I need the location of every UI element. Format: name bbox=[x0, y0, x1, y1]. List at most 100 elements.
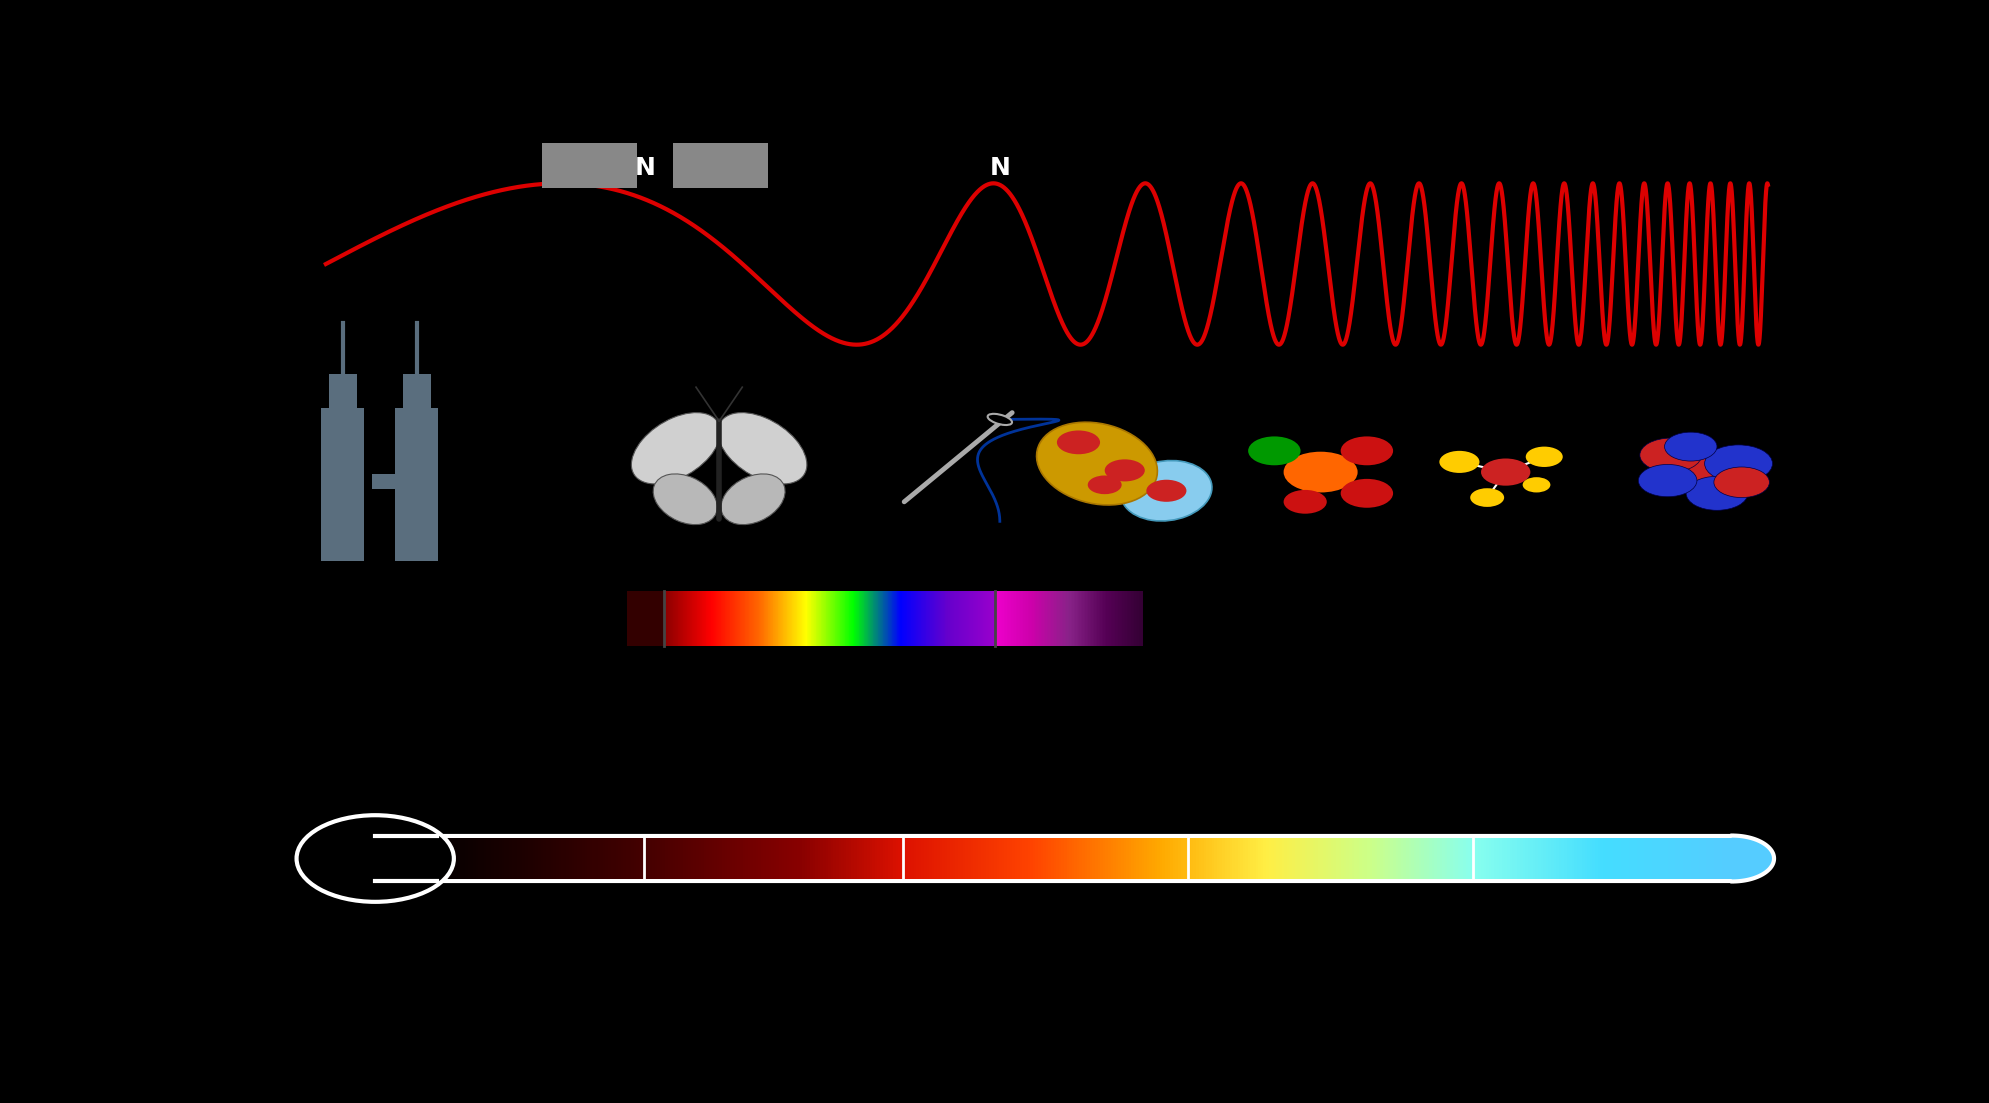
Bar bbox=[517, 838, 519, 879]
Bar bbox=[708, 838, 712, 879]
Bar bbox=[440, 838, 442, 879]
Bar bbox=[1707, 838, 1709, 879]
Bar bbox=[670, 838, 672, 879]
Circle shape bbox=[1685, 476, 1746, 511]
Bar bbox=[1239, 838, 1241, 879]
Bar bbox=[627, 591, 664, 646]
Bar bbox=[1136, 838, 1138, 879]
Bar bbox=[1589, 838, 1591, 879]
Bar bbox=[1257, 838, 1261, 879]
Bar bbox=[1307, 838, 1309, 879]
Bar bbox=[837, 838, 841, 879]
Bar bbox=[1102, 838, 1104, 879]
Bar bbox=[1681, 838, 1683, 879]
Bar bbox=[1203, 838, 1205, 879]
Bar bbox=[1536, 838, 1537, 879]
Bar bbox=[1124, 838, 1126, 879]
Bar bbox=[523, 838, 525, 879]
Bar bbox=[1092, 838, 1094, 879]
Bar bbox=[1522, 838, 1524, 879]
Bar bbox=[1480, 838, 1484, 879]
Bar bbox=[1066, 838, 1068, 879]
Bar bbox=[927, 838, 929, 879]
Bar bbox=[979, 838, 981, 879]
Bar bbox=[812, 838, 815, 879]
Bar bbox=[1450, 838, 1452, 879]
Bar bbox=[561, 838, 563, 879]
Bar bbox=[1424, 838, 1426, 879]
Bar bbox=[722, 838, 724, 879]
Bar bbox=[545, 838, 549, 879]
Bar bbox=[965, 838, 967, 879]
Circle shape bbox=[296, 815, 453, 902]
Bar bbox=[1279, 838, 1281, 879]
Text: N: N bbox=[634, 156, 654, 180]
Bar bbox=[1587, 838, 1589, 879]
Bar bbox=[640, 838, 644, 879]
Bar bbox=[1154, 838, 1158, 879]
Bar bbox=[835, 838, 837, 879]
Bar bbox=[752, 838, 756, 879]
Bar bbox=[605, 838, 607, 879]
Bar bbox=[802, 838, 804, 879]
Bar bbox=[1623, 838, 1625, 879]
Bar bbox=[1555, 838, 1557, 879]
Bar bbox=[1432, 838, 1434, 879]
Bar bbox=[682, 838, 686, 879]
Bar bbox=[1175, 838, 1177, 879]
Bar bbox=[1444, 838, 1446, 879]
Bar bbox=[1213, 838, 1215, 879]
Bar bbox=[1309, 838, 1313, 879]
Bar bbox=[1452, 838, 1454, 879]
Ellipse shape bbox=[720, 474, 786, 525]
Bar bbox=[1343, 838, 1347, 879]
Text: N: N bbox=[989, 156, 1010, 180]
Bar bbox=[615, 838, 619, 879]
Bar bbox=[491, 838, 493, 879]
Bar bbox=[987, 838, 989, 879]
Bar bbox=[1016, 838, 1018, 879]
Bar bbox=[1223, 838, 1227, 879]
Bar bbox=[1297, 838, 1299, 879]
Bar bbox=[1605, 838, 1607, 879]
Bar bbox=[1691, 838, 1693, 879]
Bar bbox=[678, 838, 680, 879]
Bar bbox=[577, 838, 579, 879]
Circle shape bbox=[1522, 478, 1549, 492]
Bar bbox=[1657, 838, 1659, 879]
Bar bbox=[1368, 838, 1372, 879]
Bar bbox=[778, 838, 782, 879]
Bar bbox=[690, 838, 692, 879]
Bar bbox=[923, 838, 927, 879]
Bar bbox=[1384, 838, 1386, 879]
Bar bbox=[1116, 838, 1118, 879]
Bar bbox=[853, 838, 855, 879]
Bar bbox=[1193, 838, 1195, 879]
Bar bbox=[738, 838, 740, 879]
Bar bbox=[1633, 838, 1635, 879]
Bar bbox=[939, 838, 941, 879]
Bar bbox=[1651, 838, 1653, 879]
Bar bbox=[867, 838, 869, 879]
Bar bbox=[945, 838, 947, 879]
Bar bbox=[1229, 838, 1231, 879]
Bar bbox=[1026, 838, 1030, 879]
Bar bbox=[859, 838, 861, 879]
Bar bbox=[1530, 838, 1532, 879]
Bar bbox=[1394, 838, 1398, 879]
Bar bbox=[1438, 838, 1442, 879]
Bar bbox=[1514, 838, 1516, 879]
Bar bbox=[748, 838, 750, 879]
Bar bbox=[1581, 838, 1583, 879]
Bar bbox=[1442, 838, 1444, 879]
Bar bbox=[475, 838, 477, 879]
Ellipse shape bbox=[652, 474, 716, 525]
Bar bbox=[1665, 838, 1667, 879]
Bar bbox=[784, 838, 786, 879]
Bar bbox=[1386, 838, 1390, 879]
Bar bbox=[1510, 838, 1512, 879]
Bar bbox=[1144, 838, 1146, 879]
Bar bbox=[1317, 838, 1321, 879]
Bar bbox=[1271, 838, 1273, 879]
Bar bbox=[937, 838, 939, 879]
